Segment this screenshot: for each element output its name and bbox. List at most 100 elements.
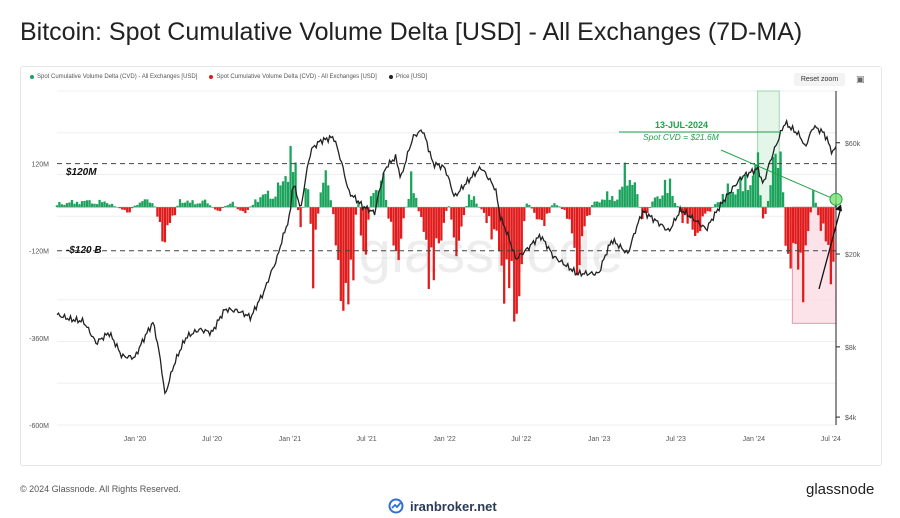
cvd-bar-negative xyxy=(334,207,337,246)
upper-line-label: $120M xyxy=(65,167,97,178)
cvd-bar-negative xyxy=(822,207,825,224)
cvd-bar-positive xyxy=(261,194,265,208)
cvd-bar-negative xyxy=(244,207,247,214)
cvd-bar-negative xyxy=(560,207,564,210)
cvd-bar-negative xyxy=(819,207,822,231)
chart-title: Bitcoin: Spot Cumulative Volume Delta [U… xyxy=(20,18,803,46)
cvd-bar-positive xyxy=(525,203,528,208)
cvd-bar-negative xyxy=(538,207,541,220)
cvd-bar-negative xyxy=(337,207,340,260)
cvd-bar-positive xyxy=(188,202,192,208)
cvd-bar-negative xyxy=(457,207,461,241)
cvd-bar-negative xyxy=(480,207,483,210)
cvd-bar-positive xyxy=(613,201,616,208)
cvd-bar-negative xyxy=(573,207,576,248)
reset-zoom-button[interactable]: Reset zoom xyxy=(794,73,845,86)
callout-date: 13-JUL-2024 xyxy=(655,120,708,130)
x-tick-label: Jan '22 xyxy=(433,436,455,443)
broker-name: iranbroker.net xyxy=(410,498,497,514)
cvd-bar-negative xyxy=(817,207,820,216)
cvd-bar-positive xyxy=(111,203,114,208)
reference-lines xyxy=(57,163,836,252)
x-tick-label: Jul '21 xyxy=(357,436,377,443)
cvd-bar-positive xyxy=(739,176,742,208)
legend-dot-red xyxy=(209,75,214,79)
cvd-bar-positive xyxy=(304,188,307,208)
annotations: $120M -$120 B 13-JUL-2024 Spot CVD = $21… xyxy=(65,120,843,290)
cvd-bar-negative xyxy=(158,207,162,223)
cvd-bar-negative xyxy=(797,207,800,270)
cvd-bar-negative xyxy=(364,207,368,255)
cvd-bar-negative xyxy=(568,207,571,220)
cvd-bar-negative xyxy=(296,207,300,211)
cvd-bar-positive xyxy=(186,200,189,208)
cvd-bar-negative xyxy=(314,207,317,230)
price-line xyxy=(56,118,837,396)
cvd-bar-negative xyxy=(530,207,533,209)
cvd-bar-positive xyxy=(372,192,375,208)
cvd-bar-positive xyxy=(631,184,634,208)
cvd-bar-positive xyxy=(93,203,96,208)
cvd-bar-positive xyxy=(83,200,86,208)
cvd-bar-positive xyxy=(766,201,770,208)
cvd-bar-negative xyxy=(347,207,350,305)
cvd-bar-positive xyxy=(327,185,330,208)
cvd-bar-positive xyxy=(307,189,310,208)
cvd-bar-negative xyxy=(427,207,430,289)
cvd-bar-negative xyxy=(455,207,458,257)
cvd-bar-positive xyxy=(555,205,559,208)
cvd-bar-negative xyxy=(437,207,440,244)
cvd-bar-negative xyxy=(789,207,792,269)
cvd-bar-negative xyxy=(827,207,830,245)
cvd-bar-positive xyxy=(357,201,360,208)
cvd-bar-negative xyxy=(784,207,787,246)
cvd-bar-positive xyxy=(472,196,476,208)
x-tick-label: Jul '24 xyxy=(821,436,841,443)
lower-line-label: -$120 B xyxy=(66,245,102,256)
cvd-bar-positive xyxy=(226,205,229,208)
cvd-bar-negative xyxy=(354,207,358,215)
cvd-bar-negative xyxy=(126,207,129,213)
x-tick-label: Jul '20 xyxy=(202,436,222,443)
cvd-bar-negative xyxy=(704,207,707,214)
cvd-bar-negative xyxy=(792,207,795,243)
cvd-bar-positive xyxy=(596,201,599,208)
cvd-bar-positive xyxy=(324,170,327,208)
cvd-bar-positive xyxy=(779,151,782,208)
cvd-bar-negative xyxy=(402,207,405,219)
cvd-bar-negative xyxy=(583,207,586,227)
cvd-bar-positive xyxy=(143,199,146,208)
cvd-bar-positive xyxy=(294,162,297,208)
cvd-bar-negative xyxy=(570,207,574,234)
legend-item-price[interactable]: Price [USD] xyxy=(388,74,427,80)
cvd-bar-positive xyxy=(407,198,410,208)
x-tick-label: Jul '23 xyxy=(666,436,686,443)
cvd-bar-negative xyxy=(349,207,353,260)
cvd-bar-negative xyxy=(339,207,342,302)
cvd-bar-negative xyxy=(585,207,589,216)
cvd-bar-negative xyxy=(696,207,699,233)
chart-legend: Spot Cumulative Volume Delta (CVD) - All… xyxy=(30,74,427,80)
cvd-bar-negative xyxy=(435,207,438,239)
legend-item-cvd-negative[interactable]: Spot Cumulative Volume Delta (CVD) - All… xyxy=(209,74,377,80)
cvd-bar-negative xyxy=(156,207,159,217)
legend-item-cvd-positive[interactable]: Spot Cumulative Volume Delta (CVD) - All… xyxy=(30,74,197,80)
cvd-bar-negative xyxy=(809,207,812,213)
cvd-bar-positive xyxy=(671,195,674,208)
y-right-tick-label: $60k xyxy=(845,141,861,148)
cvd-bar-negative xyxy=(706,207,709,212)
cvd-bar-positive xyxy=(673,202,677,208)
cvd-bar-positive xyxy=(467,194,471,208)
trend-arrow xyxy=(818,207,842,290)
cvd-bar-positive xyxy=(231,201,234,208)
camera-icon[interactable]: ▣ xyxy=(856,74,865,84)
cvd-bar-positive xyxy=(196,203,199,208)
cvd-bar-negative xyxy=(824,207,827,242)
legend-dot-black xyxy=(388,75,393,79)
glassnode-logo: glassnode xyxy=(806,481,875,498)
cvd-bar-negative xyxy=(543,207,546,226)
cvd-bar-negative xyxy=(802,207,805,303)
cvd-bar-negative xyxy=(417,207,420,212)
cvd-bar-positive xyxy=(103,201,106,208)
cvd-bar-positive xyxy=(108,204,111,208)
